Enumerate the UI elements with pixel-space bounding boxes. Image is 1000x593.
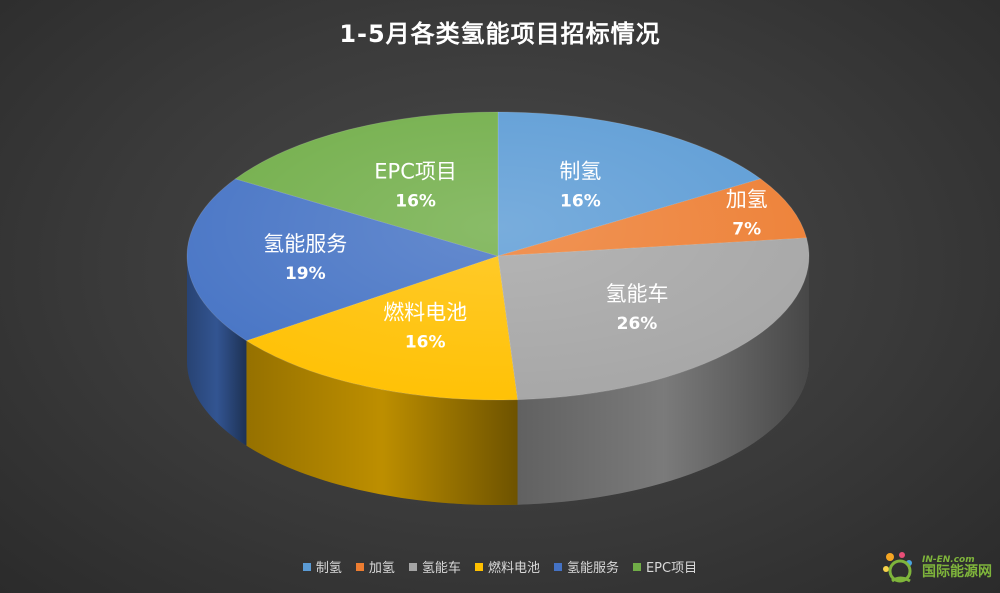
pie-side-shade-4 (187, 256, 247, 446)
pie-value-label-0: 16% (560, 192, 601, 212)
watermark-cn: 国际能源网 (922, 563, 992, 580)
pie-value-label-4: 19% (285, 264, 326, 284)
legend-item-0: 制氢 (302, 557, 342, 576)
pie-label-4: 氢能服务 19% (263, 232, 347, 284)
legend-swatch-2 (408, 562, 417, 571)
pie-category-label-1: 加氢 (726, 188, 768, 212)
watermark: IN-EN.com 国际能源网 (878, 547, 992, 587)
pie-label-1: 加氢 7% (726, 188, 768, 240)
pie-top-shine (187, 112, 809, 400)
legend-item-2: 氢能车 (408, 557, 461, 576)
pie-label-3: 燃料电池 16% (383, 301, 467, 353)
legend-swatch-3 (474, 562, 483, 571)
pie-value-label-3: 16% (405, 333, 446, 353)
legend-item-4: 氢能服务 (553, 557, 619, 576)
pie-category-label-5: EPC项目 (374, 160, 457, 184)
pie-side-shade-2 (517, 256, 809, 505)
pie-category-label-2: 氢能车 (606, 282, 669, 306)
legend-label-4: 氢能服务 (566, 561, 619, 576)
legend-swatch-1 (355, 562, 364, 571)
legend-swatch-5 (632, 562, 641, 571)
pie-category-label-4: 氢能服务 (263, 232, 347, 256)
chart-title: 1-5月各类氢能项目招标情况 (339, 20, 661, 48)
legend-swatch-4 (553, 562, 562, 571)
chart-legend: 制氢 加氢 氢能车 燃料电池 氢能服务 EPC项目 (0, 557, 1000, 576)
pie-side-shade-3 (246, 340, 518, 505)
pie-category-label-3: 燃料电池 (383, 301, 467, 325)
pie-value-label-1: 7% (732, 220, 761, 240)
legend-label-3: 燃料电池 (487, 561, 540, 576)
pie-label-2: 氢能车 26% (606, 282, 669, 334)
legend-label-1: 加氢 (368, 561, 395, 576)
legend-swatch-0 (302, 562, 311, 571)
legend-item-5: EPC项目 (632, 557, 698, 576)
pie-label-0: 制氢 16% (559, 160, 601, 212)
pie-value-label-5: 16% (395, 192, 436, 212)
legend-item-3: 燃料电池 (474, 557, 540, 576)
legend-item-1: 加氢 (355, 557, 395, 576)
in-en-logo-icon (883, 552, 912, 583)
legend-label-5: EPC项目 (645, 561, 698, 576)
pie-value-label-2: 26% (617, 314, 658, 334)
pie-category-label-0: 制氢 (559, 160, 601, 184)
legend-label-0: 制氢 (315, 561, 342, 576)
legend-label-2: 氢能车 (421, 561, 461, 576)
pie-label-5: EPC项目 16% (374, 160, 457, 212)
watermark-en: IN-EN.com (922, 554, 975, 565)
